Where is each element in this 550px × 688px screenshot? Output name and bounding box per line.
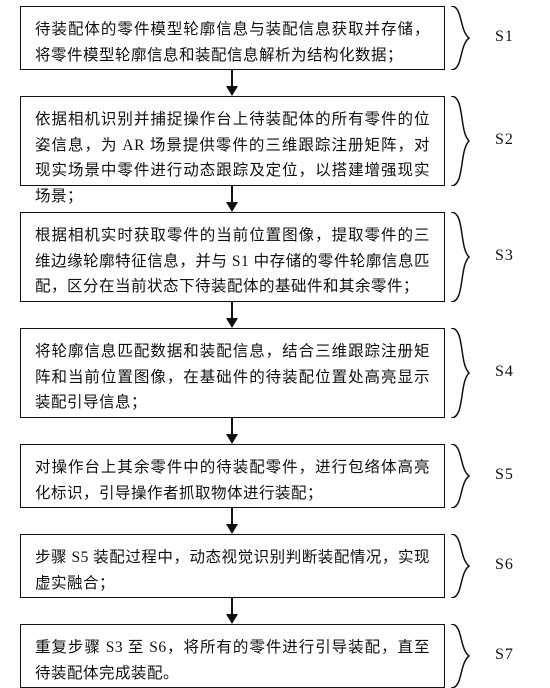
step-box-s2: 依据相机识别并捕捉操作台上待装配体的所有零件的位姿信息，为 AR 场景提供零件的… bbox=[20, 96, 445, 186]
step-box-s7: 重复步骤 S3 至 S6，将所有的零件进行引导装配，直至待装配体完成装配。 bbox=[20, 624, 445, 688]
brace-s5 bbox=[451, 444, 481, 508]
arrow-s5-s6 bbox=[226, 508, 238, 534]
step-box-s3: 根据相机实时获取零件的当前位置图像，提取零件的三维边缘轮廓特征信息，并与 S1 … bbox=[20, 212, 445, 302]
arrow-s6-s7 bbox=[226, 598, 238, 624]
step-box-s6: 步骤 S5 装配过程中，动态视觉识别判断装配情况，实现虚实融合； bbox=[20, 534, 445, 598]
brace-s2 bbox=[451, 96, 481, 186]
step-text: 根据相机实时获取零件的当前位置图像，提取零件的三维边缘轮廓特征信息，并与 S1 … bbox=[35, 227, 430, 295]
step-label-s2: S2 bbox=[495, 131, 514, 149]
step-text: 将轮廓信息匹配数据和装配信息，结合三维跟踪注册矩阵和当前位置图像，在基础件的待装… bbox=[35, 343, 430, 411]
brace-s7 bbox=[451, 624, 481, 688]
step-box-s4: 将轮廓信息匹配数据和装配信息，结合三维跟踪注册矩阵和当前位置图像，在基础件的待装… bbox=[20, 328, 445, 418]
arrow-s3-s4 bbox=[226, 302, 238, 328]
step-box-s5: 对操作台上其余零件中的待装配零件，进行包络体高亮化标识，引导操作者抓取物体进行装… bbox=[20, 444, 445, 508]
step-box-s1: 待装配体的零件模型轮廓信息与装配信息获取并存储，将零件模型轮廓信息和装配信息解析… bbox=[20, 6, 445, 70]
step-label-s3: S3 bbox=[495, 247, 514, 265]
brace-s4 bbox=[451, 328, 481, 418]
brace-s1 bbox=[451, 6, 481, 70]
step-text: 重复步骤 S3 至 S6，将所有的零件进行引导装配，直至待装配体完成装配。 bbox=[35, 639, 430, 682]
arrow-s1-s2 bbox=[226, 70, 238, 96]
brace-s6 bbox=[451, 534, 481, 598]
step-text: 待装配体的零件模型轮廓信息与装配信息获取并存储，将零件模型轮廓信息和装配信息解析… bbox=[35, 21, 430, 64]
step-label-s6: S6 bbox=[495, 556, 514, 574]
step-text: 步骤 S5 装配过程中，动态视觉识别判断装配情况，实现虚实融合； bbox=[35, 549, 430, 592]
step-label-s1: S1 bbox=[495, 28, 514, 46]
step-text: 对操作台上其余零件中的待装配零件，进行包络体高亮化标识，引导操作者抓取物体进行装… bbox=[35, 459, 430, 502]
step-label-s7: S7 bbox=[495, 646, 514, 664]
arrow-s2-s3 bbox=[226, 186, 238, 212]
arrow-s4-s5 bbox=[226, 418, 238, 444]
brace-s3 bbox=[451, 212, 481, 302]
step-label-s4: S4 bbox=[495, 363, 514, 381]
step-label-s5: S5 bbox=[495, 466, 514, 484]
